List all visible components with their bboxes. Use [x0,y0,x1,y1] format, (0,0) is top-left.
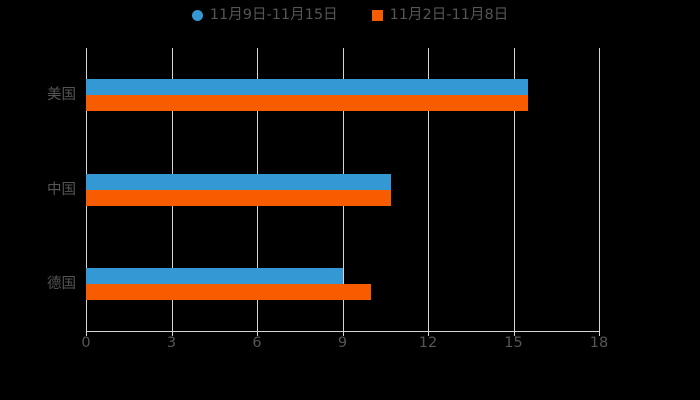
legend-label-series-0: 11月9日-11月15日 [209,6,338,23]
x-axis-tick-label: 3 [166,335,177,351]
square-marker-icon [371,9,383,21]
x-axis-tick-label: 0 [81,335,91,351]
chart-legend: 11月9日-11月15日 11月2日-11月8日 [0,0,700,30]
legend-item-series-0[interactable]: 11月9日-11月15日 [191,6,338,23]
x-axis-tick-15 [513,331,515,336]
x-axis-tick-label: 18 [589,335,609,351]
y-axis-tick-label: 德国 [47,275,76,292]
plot-area [86,48,599,331]
x-axis-tick-18 [599,331,600,336]
x-axis-tick-3 [171,331,173,336]
bar[interactable] [86,95,528,112]
x-axis-tick-label: 15 [504,335,523,351]
legend-label-series-1: 11月2日-11月8日 [389,6,509,23]
y-axis-tick-labels: 美国 中国 德国 [0,48,76,331]
bar[interactable] [86,189,391,206]
x-axis-tick-0 [86,331,87,336]
y-axis-tick-label: 美国 [47,87,76,104]
circle-marker-icon [191,9,203,21]
bar[interactable] [86,173,391,190]
gridline-x-18 [599,48,600,331]
x-axis-tick-12 [428,331,429,336]
bar[interactable] [86,267,343,284]
legend-item-series-1[interactable]: 11月2日-11月8日 [371,6,509,23]
x-axis-tick-9 [342,331,344,336]
x-axis-tick-label: 12 [418,335,438,351]
x-axis-tick-label: 9 [337,335,348,351]
x-axis-tick-6 [257,331,258,336]
gridline-x-12 [428,48,429,331]
y-axis-tick-label: 中国 [47,181,76,198]
bar[interactable] [86,79,528,96]
gridline-x-15 [513,48,515,331]
x-axis-tick-label: 6 [252,335,262,351]
bar[interactable] [86,283,371,300]
